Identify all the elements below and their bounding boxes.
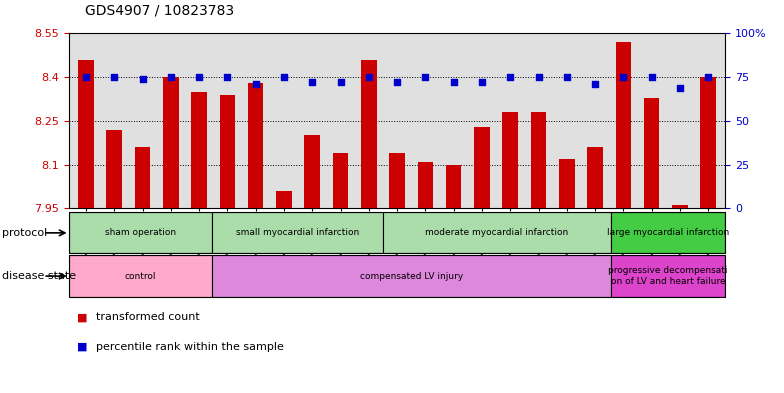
Point [249,81,262,87]
Point [448,79,460,86]
Text: large myocardial infarction: large myocardial infarction [607,228,729,237]
Point [645,74,658,80]
Text: moderate myocardial infarction: moderate myocardial infarction [426,228,568,237]
Bar [163,77,179,208]
Point [108,74,121,80]
Bar [332,153,348,208]
Bar [383,212,611,253]
Text: protocol: protocol [2,228,47,238]
Point [419,74,432,80]
Text: ■: ■ [77,342,87,352]
Bar [212,255,611,297]
Bar [446,165,462,208]
Bar [531,112,546,208]
Point [617,74,630,80]
Point [362,74,375,80]
Text: small myocardial infarction: small myocardial infarction [236,228,359,237]
Bar [107,130,122,208]
Bar [220,95,235,208]
Text: GDS4907 / 10823783: GDS4907 / 10823783 [85,4,234,18]
Bar [672,206,688,208]
Bar [503,112,518,208]
Text: disease state: disease state [2,271,76,281]
Bar [191,92,207,208]
Point [80,74,93,80]
Bar [69,255,212,297]
Bar [611,212,725,253]
Text: sham operation: sham operation [105,228,176,237]
Point [278,74,290,80]
Point [390,79,403,86]
Bar [361,60,376,208]
Point [673,84,686,91]
Point [306,79,318,86]
Bar [69,212,212,253]
Point [702,74,714,80]
Point [136,76,149,82]
Bar [474,127,490,208]
Text: control: control [125,272,156,281]
Point [589,81,601,87]
Bar [611,255,725,297]
Point [334,79,347,86]
Bar [135,147,151,208]
Point [165,74,177,80]
Point [504,74,517,80]
Bar [587,147,603,208]
Bar [276,191,292,208]
Bar [304,136,320,208]
Bar [212,212,383,253]
Bar [390,153,405,208]
Point [532,74,545,80]
Bar [248,83,263,208]
Bar [700,77,716,208]
Text: compensated LV injury: compensated LV injury [360,272,463,281]
Point [193,74,205,80]
Bar [78,60,94,208]
Point [476,79,488,86]
Point [561,74,573,80]
Text: progressive decompensati
on of LV and heart failure: progressive decompensati on of LV and he… [608,266,728,286]
Bar [418,162,433,208]
Point [221,74,234,80]
Bar [644,97,659,208]
Bar [559,159,575,208]
Text: transformed count: transformed count [96,312,200,322]
Text: percentile rank within the sample: percentile rank within the sample [96,342,285,352]
Bar [615,42,631,208]
Text: ■: ■ [77,312,87,322]
